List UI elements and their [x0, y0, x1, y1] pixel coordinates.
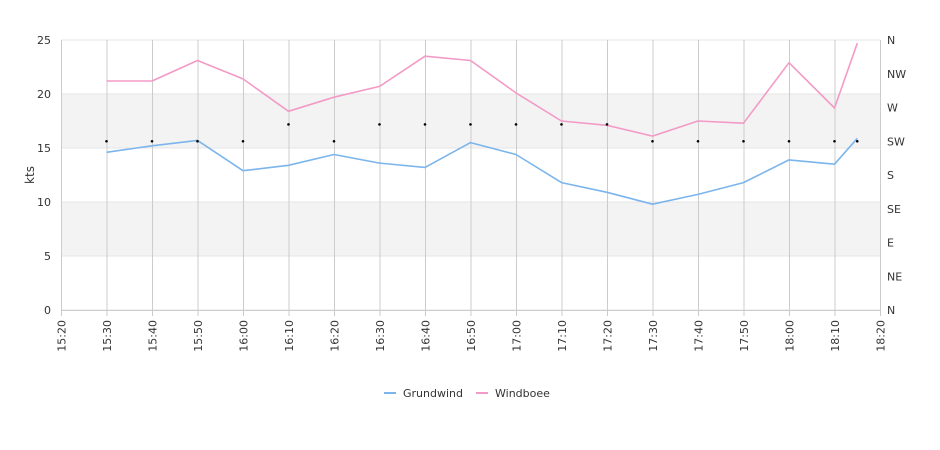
x-tick-label: 17:40	[693, 320, 706, 352]
direction-marker	[855, 139, 859, 143]
direction-marker	[696, 139, 700, 143]
x-tick-label: 15:20	[56, 320, 69, 352]
y2-tick-label: E	[887, 237, 894, 250]
x-tick-label: 15:50	[192, 320, 205, 352]
x-tick-label: 17:30	[647, 320, 660, 352]
x-tick-label: 17:20	[602, 320, 615, 352]
direction-marker	[332, 139, 336, 143]
direction-markers	[105, 123, 859, 143]
x-tick-label: 17:50	[738, 320, 751, 352]
direction-marker	[742, 139, 745, 143]
series-line	[106, 42, 859, 137]
y2-tick-label: NE	[887, 270, 902, 283]
direction-marker	[469, 123, 472, 126]
y-axis-title: kts	[23, 166, 37, 184]
direction-marker	[514, 123, 518, 126]
y-axis-right-direction: N NE E SE S SW W NW N	[887, 34, 906, 317]
x-tick-label: 16:40	[420, 320, 433, 352]
y2-tick-label: W	[887, 102, 898, 115]
direction-marker	[560, 123, 563, 126]
direction-marker	[196, 139, 199, 143]
direction-marker	[651, 139, 654, 143]
y-tick-label: 10	[37, 196, 51, 209]
x-axis: 15:20 15:30 15:40 15:50 16:00 16:10 16:20 16:30…	[56, 310, 888, 352]
series-line	[106, 137, 858, 205]
x-tick-label: 16:20	[329, 320, 342, 352]
legend-label: Grundwind	[403, 387, 463, 400]
series-lines	[106, 42, 859, 205]
legend: Grundwind Windboee	[384, 387, 550, 400]
x-tick-label: 18:00	[784, 320, 797, 352]
x-tick-label: 16:00	[238, 320, 251, 352]
x-tick-label: 15:40	[147, 320, 160, 352]
direction-marker	[378, 123, 381, 126]
direction-marker	[150, 139, 154, 143]
y2-tick-label: S	[887, 169, 894, 182]
legend-item[interactable]: Windboee	[476, 387, 550, 400]
x-tick-label: 18:20	[875, 320, 888, 352]
legend-item[interactable]: Grundwind	[384, 387, 463, 400]
y-tick-label: 5	[44, 250, 51, 263]
y2-tick-label: N	[887, 34, 895, 47]
y-tick-label: 20	[37, 88, 51, 101]
direction-marker	[423, 123, 427, 126]
direction-marker	[241, 139, 245, 143]
vertical-grid	[61, 40, 881, 310]
y-tick-label: 25	[37, 34, 51, 47]
x-tick-label: 17:10	[556, 320, 569, 352]
direction-marker	[787, 139, 791, 143]
direction-marker	[287, 123, 290, 126]
x-tick-label: 16:10	[283, 320, 296, 352]
y-axis-left: 0 5 10 15 20 25	[37, 34, 51, 317]
x-tick-label: 17:00	[511, 320, 524, 352]
y2-tick-label: SE	[887, 203, 901, 216]
x-tick-label: 18:10	[829, 320, 842, 352]
y-tick-label: 15	[37, 142, 51, 155]
legend-label: Windboee	[495, 387, 550, 400]
y-tick-label: 0	[44, 304, 51, 317]
x-tick-label: 15:30	[101, 320, 114, 352]
y2-tick-label: N	[887, 304, 895, 317]
direction-marker	[105, 139, 108, 143]
direction-marker	[605, 123, 609, 126]
x-tick-label: 16:50	[465, 320, 478, 352]
x-tick-label: 16:30	[374, 320, 387, 352]
direction-marker	[833, 139, 836, 143]
y2-tick-label: SW	[887, 135, 905, 148]
y2-tick-label: NW	[887, 68, 906, 81]
